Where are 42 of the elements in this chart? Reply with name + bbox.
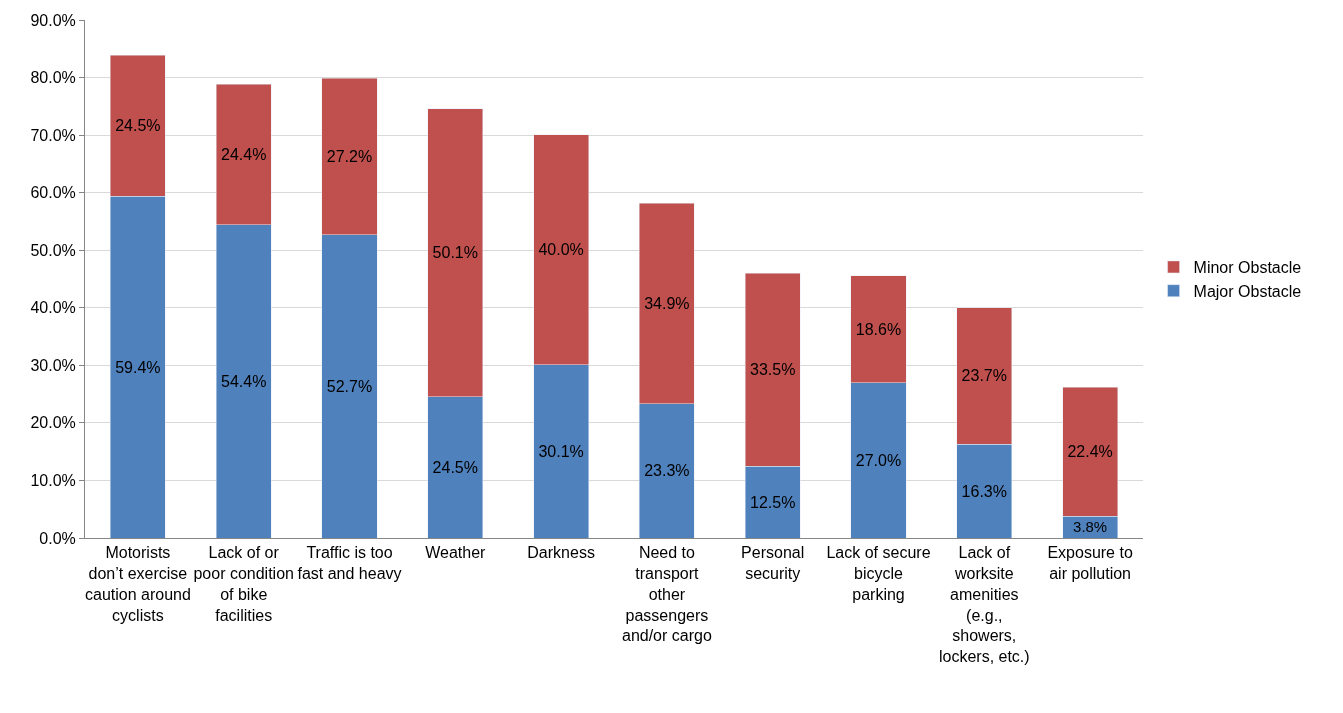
- data-label: 27.2%: [326, 147, 373, 165]
- data-label: 24.5%: [115, 117, 161, 135]
- x-tick-label: Traffic is too fast and heavy: [297, 544, 402, 582]
- x-tick-label: Lack of worksite amenities (e.g., showers, lockers, etc.): [938, 544, 1030, 666]
- data-label: 34.9%: [644, 294, 690, 312]
- y-tick-label: 40.0%: [30, 299, 76, 317]
- data-label: 3.8%: [1073, 518, 1108, 536]
- data-label: 50.1%: [432, 244, 478, 262]
- data-label: 16.3%: [961, 482, 1007, 500]
- x-tick-label: Exposure to air pollution: [1047, 544, 1133, 582]
- y-tick-label: 20.0%: [30, 414, 76, 432]
- x-tick-label: Lack of secure bicycle parking: [826, 544, 931, 603]
- data-label: 23.3%: [644, 462, 690, 480]
- y-tick-label: 70.0%: [30, 126, 76, 144]
- y-tick-label: 60.0%: [30, 184, 76, 202]
- x-tick-label: Personal security: [741, 544, 805, 582]
- data-label: 27.0%: [855, 451, 902, 469]
- data-label: 22.4%: [1067, 443, 1113, 461]
- data-label: 54.4%: [221, 372, 267, 390]
- data-label: 40.0%: [538, 241, 584, 259]
- y-tick-label: 90.0%: [30, 11, 76, 29]
- x-tick-label: Lack of or poor condition of bike facilities: [193, 544, 294, 624]
- data-label: 59.4%: [115, 358, 161, 376]
- data-label: 33.5%: [750, 361, 796, 379]
- data-label: 24.4%: [221, 146, 267, 164]
- data-label: 18.6%: [855, 320, 902, 338]
- x-tick-label: Motorists don’t exercise caution around cyclists: [84, 544, 191, 624]
- y-tick-label: 0.0%: [39, 529, 76, 547]
- data-label: 52.7%: [326, 377, 373, 395]
- data-label: 24.5%: [432, 458, 478, 476]
- y-tick-label: 50.0%: [30, 241, 76, 259]
- legend-label: Minor Obstacle: [1193, 259, 1302, 277]
- y-tick-label: 30.0%: [30, 356, 76, 374]
- data-label: 23.7%: [961, 367, 1007, 385]
- y-tick-label: 10.0%: [30, 472, 76, 490]
- data-label: 12.5%: [750, 493, 796, 511]
- x-tick-label: Weather: [425, 544, 487, 562]
- data-label: 30.1%: [538, 442, 584, 460]
- x-tick-label: Need to transport other passengers and/or cargo: [621, 544, 712, 645]
- x-tick-label: Darkness: [527, 544, 595, 562]
- legend-label: Major Obstacle: [1193, 282, 1302, 300]
- y-tick-label: 80.0%: [30, 69, 76, 87]
